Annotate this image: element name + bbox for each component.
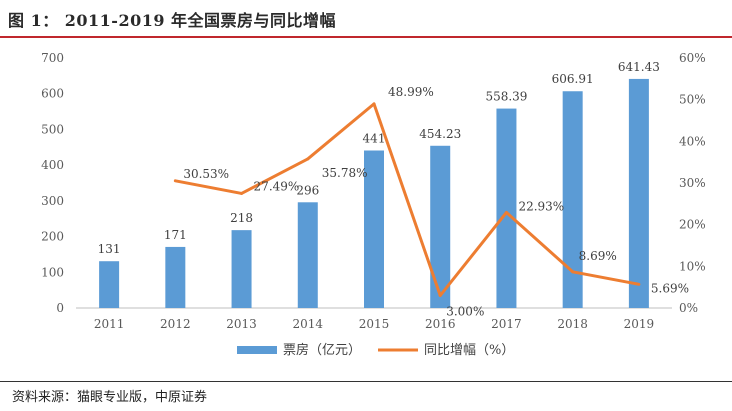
bar bbox=[364, 150, 384, 308]
data-labels: 131 171 218 296 441 454.23 558.39 606.91 641.43 3… bbox=[98, 60, 689, 319]
bar-value-label: 218 bbox=[230, 211, 253, 225]
x-tick-label: 2018 bbox=[557, 317, 588, 331]
y-right-tick-label: 40% bbox=[679, 134, 706, 148]
y-right-tick-label: 10% bbox=[679, 259, 706, 273]
bar bbox=[165, 246, 186, 308]
x-tick-label: 2015 bbox=[359, 317, 390, 331]
y-right-tick-label: 50% bbox=[679, 93, 706, 107]
legend-bar-swatch bbox=[237, 346, 277, 354]
bar bbox=[99, 261, 120, 308]
y-left-tick-label: 0 bbox=[56, 301, 64, 315]
line-value-label: 5.69% bbox=[651, 281, 689, 295]
y-left-tick-label: 700 bbox=[41, 51, 64, 65]
bar-value-label: 606.91 bbox=[552, 72, 594, 86]
bar bbox=[297, 202, 318, 308]
y-right-tick-label: 60% bbox=[679, 51, 706, 65]
y-left-tick-label: 100 bbox=[41, 265, 64, 279]
figure-title: 图 1： 2011-2019 年全国票房与同比增幅 bbox=[8, 11, 337, 30]
figure-header: 图 1： 2011-2019 年全国票房与同比增幅 bbox=[0, 0, 732, 40]
legend-line-label: 同比增幅（%） bbox=[424, 343, 514, 358]
line-segment bbox=[438, 210, 508, 297]
line-value-label: 22.93% bbox=[518, 199, 564, 213]
source-rule bbox=[0, 381, 732, 382]
x-tick-label: 2012 bbox=[160, 317, 191, 331]
line-value-label: 48.99% bbox=[388, 85, 434, 99]
line-value-label: 8.69% bbox=[579, 249, 617, 263]
line-segment bbox=[372, 102, 442, 297]
line-value-label: 30.53% bbox=[183, 167, 229, 181]
y-right-tick-label: 20% bbox=[679, 218, 706, 232]
bar-value-label: 296 bbox=[296, 183, 319, 197]
line-segment bbox=[173, 179, 244, 195]
line-segment bbox=[571, 270, 641, 286]
line-value-label: 3.00% bbox=[446, 305, 484, 319]
combo-chart: 0 100 200 300 400 500 600 700 0% 10% 20% 30% 40% 50% 6… bbox=[41, 51, 706, 358]
line-segment bbox=[504, 210, 575, 274]
y-right-tick-label: 30% bbox=[679, 176, 706, 190]
title-rule bbox=[0, 36, 732, 38]
x-tick-label: 2019 bbox=[624, 317, 655, 331]
y-right-tick-label: 0% bbox=[679, 301, 698, 315]
chart-legend: 票房（亿元） 同比增幅（%） bbox=[237, 342, 514, 358]
x-tick-label: 2011 bbox=[94, 317, 125, 331]
bar-series bbox=[99, 78, 649, 308]
chart-axes: 0 100 200 300 400 500 600 700 0% 10% 20% 30% 40% 50% 6… bbox=[41, 51, 706, 331]
bar bbox=[562, 91, 583, 308]
x-tick-label: 2013 bbox=[226, 317, 257, 331]
source-note: 资料来源：猫眼专业版，中原证券 bbox=[12, 390, 208, 405]
y-left-tick-label: 300 bbox=[41, 194, 64, 208]
legend-bar-label: 票房（亿元） bbox=[283, 342, 361, 358]
line-segment bbox=[240, 157, 310, 195]
bar bbox=[628, 78, 649, 308]
bar-value-label: 441 bbox=[363, 132, 386, 146]
y-left-tick-label: 500 bbox=[41, 122, 64, 136]
line-value-label: 27.49% bbox=[254, 179, 300, 193]
x-tick-label: 2017 bbox=[491, 317, 522, 331]
x-tick-label: 2014 bbox=[293, 317, 324, 331]
bar bbox=[231, 230, 252, 308]
line-value-label: 35.78% bbox=[322, 166, 368, 180]
bar-value-label: 131 bbox=[98, 242, 121, 256]
bar-value-label: 641.43 bbox=[618, 60, 660, 74]
line-series bbox=[173, 102, 641, 297]
line-segment bbox=[306, 102, 376, 161]
y-left-tick-label: 400 bbox=[41, 158, 64, 172]
bar-value-label: 171 bbox=[164, 228, 187, 242]
bar bbox=[496, 108, 517, 308]
bar-value-label: 558.39 bbox=[485, 90, 527, 104]
y-left-tick-label: 200 bbox=[41, 230, 64, 244]
x-tick-label: 2016 bbox=[425, 317, 456, 331]
bar-value-label: 454.23 bbox=[419, 127, 461, 141]
y-left-tick-label: 600 bbox=[41, 87, 64, 101]
bar bbox=[430, 145, 451, 308]
